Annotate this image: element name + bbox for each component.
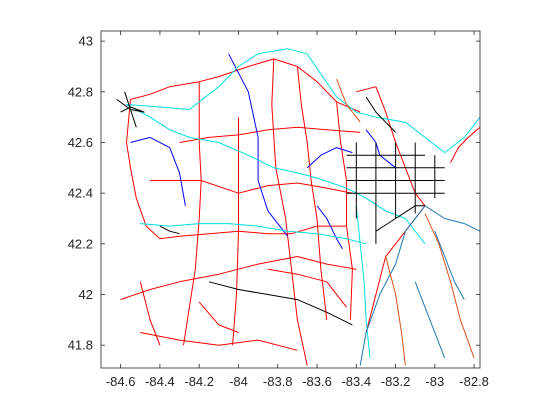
network-line	[365, 96, 396, 133]
network-line	[183, 81, 202, 346]
network-line	[159, 225, 180, 235]
x-axis: -84.6 -84.4 -84.2 -84 -83.8 -83.6 -83.4 -83.2 -8…	[106, 31, 489, 389]
network-line	[359, 205, 426, 366]
network-line	[208, 281, 353, 326]
y-tick-label: 42.8	[68, 84, 93, 99]
network-line	[316, 205, 343, 250]
x-tick-label: -83.8	[263, 374, 293, 389]
network-line	[336, 101, 353, 320]
network-line	[198, 301, 239, 333]
x-tick-label: -83.6	[302, 374, 332, 389]
network-line	[365, 129, 396, 169]
y-axis: 41.8 42 42.2 42.4 42.6 42.8 43	[68, 34, 480, 353]
network-line	[434, 231, 465, 300]
network-line	[424, 205, 480, 232]
network-line	[336, 78, 361, 123]
y-tick-label: 42.2	[68, 236, 93, 251]
network-line	[130, 136, 186, 206]
y-tick-label: 42.6	[68, 135, 93, 150]
network-line	[150, 180, 353, 194]
x-tick-label: -82.8	[459, 374, 489, 389]
network-line	[159, 225, 347, 240]
network-lines	[116, 48, 480, 366]
x-tick-label: -83.4	[341, 374, 371, 389]
series-3	[116, 91, 445, 326]
series-0	[120, 58, 480, 366]
x-tick-label: -84.6	[106, 374, 136, 389]
network-line	[306, 147, 353, 169]
series-4	[359, 205, 480, 366]
network-line	[126, 48, 480, 154]
network-line	[139, 281, 161, 346]
network-line	[375, 205, 425, 232]
series-1	[130, 53, 396, 250]
network-line	[271, 58, 308, 366]
y-tick-label: 43	[79, 34, 93, 49]
x-tick-label: -84.4	[145, 374, 175, 389]
x-tick-label: -84	[229, 374, 248, 389]
network-line	[385, 256, 406, 366]
network-line	[120, 256, 357, 301]
series-5	[336, 78, 475, 366]
x-tick-label: -83.2	[381, 374, 411, 389]
network-line	[130, 81, 200, 100]
y-tick-label: 42	[79, 287, 93, 302]
y-tick-label: 41.8	[68, 338, 93, 353]
network-line	[124, 91, 137, 128]
network-line	[296, 66, 328, 320]
y-tick-label: 42.4	[68, 186, 93, 201]
network-line	[232, 117, 239, 346]
axes-box	[100, 30, 481, 369]
network-line	[140, 223, 367, 245]
x-tick-label: -84.2	[184, 374, 214, 389]
network-line	[140, 332, 298, 351]
network-line	[116, 98, 145, 113]
series-2	[126, 48, 480, 358]
network-line	[228, 53, 288, 237]
network-line	[355, 205, 371, 358]
network-line	[179, 126, 361, 143]
network-line	[126, 99, 161, 240]
network-line	[450, 126, 480, 164]
network-line	[414, 281, 446, 359]
x-tick-label: -83	[425, 374, 444, 389]
network-line	[424, 213, 475, 359]
network-line	[267, 268, 347, 308]
network-line	[199, 58, 361, 113]
